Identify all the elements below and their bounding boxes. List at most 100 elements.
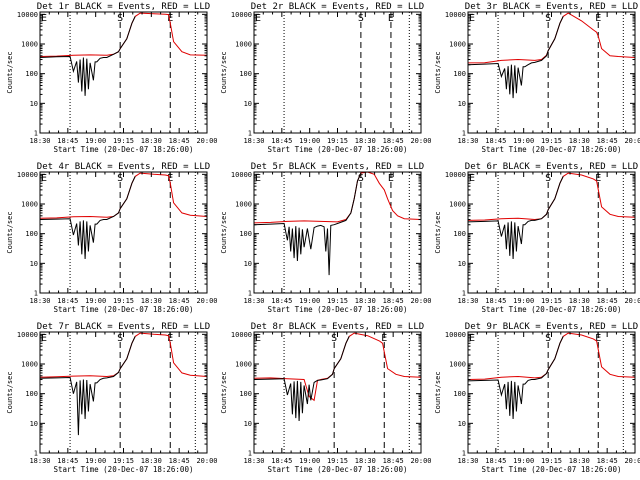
x-axis-label: Start Time (20-Dec-07 18:26:00) [54,465,194,474]
lld-series-line [39,12,208,57]
y-tick-label: 10000 [445,171,466,179]
chart-title: Det 5r BLACK = Events, RED = LLD [251,162,424,172]
y-tick-label: 10 [244,420,252,428]
lld-series-line [39,172,208,219]
y-tick-label: 1 [462,450,466,458]
y-tick-label: 10 [458,260,466,268]
events-series-line [253,336,350,422]
lld-series-line [253,332,422,402]
x-tick-label: 18:30 [29,457,50,465]
event-marker-label: E [388,173,394,184]
x-tick-label: 18:45 [485,137,506,145]
x-tick-label: 18:45 [383,137,404,145]
x-tick-label: 20:00 [196,137,217,145]
y-tick-label: 1 [34,450,38,458]
chart-title: Det 3r BLACK = Events, RED = LLD [465,2,638,12]
x-tick-label: 19:15 [541,297,562,305]
y-axis-label: Counts/sec [220,211,228,253]
plot-frame [39,171,208,294]
x-tick-label: 19:15 [327,137,348,145]
x-tick-label: 18:45 [271,297,292,305]
plot-frame [39,331,208,454]
x-tick-label: 18:30 [457,457,478,465]
x-tick-label: 19:15 [113,297,134,305]
x-tick-label: 20:00 [624,137,640,145]
y-tick-label: 10000 [231,331,252,339]
y-tick-label: 100 [239,70,252,78]
x-tick-label: 18:45 [383,297,404,305]
x-axis-label: Start Time (20-Dec-07 18:26:00) [54,145,194,154]
plot-frame [467,331,636,454]
lld-series-line [39,332,208,378]
x-tick-label: 18:45 [57,297,78,305]
event-marker-label: S [545,173,551,184]
event-marker-label: E [381,333,387,344]
plot-frame [253,331,422,454]
lld-series-line [467,332,636,380]
y-tick-label: 1000 [235,201,252,209]
y-tick-label: 100 [239,390,252,398]
plot-frame [253,11,422,134]
y-tick-label: 1000 [21,41,38,49]
y-tick-label: 10 [458,420,466,428]
lld-series-line [253,171,422,224]
x-tick-label: 20:00 [410,297,431,305]
event-marker-label: S [117,173,123,184]
x-tick-label: 18:45 [485,297,506,305]
plot-frame [39,11,208,134]
y-tick-label: 1000 [449,41,466,49]
y-tick-label: 100 [25,230,38,238]
x-tick-label: 18:30 [457,137,478,145]
y-tick-label: 100 [25,390,38,398]
y-tick-label: 1000 [21,361,38,369]
event-marker-label: E [41,13,47,24]
x-tick-label: 19:00 [513,297,534,305]
y-tick-label: 1000 [449,361,466,369]
events-series-line [467,176,564,260]
event-marker-label: E [255,333,261,344]
x-tick-label: 20:00 [196,457,217,465]
y-tick-label: 100 [453,390,466,398]
event-marker-label: E [167,173,173,184]
y-tick-label: 1 [34,130,38,138]
y-tick-label: 10000 [231,171,252,179]
lld-series-line [467,12,636,64]
x-tick-label: 19:00 [85,457,106,465]
plot-frame [467,171,636,294]
x-axis-label: Start Time (20-Dec-07 18:26:00) [268,465,408,474]
y-tick-label: 1 [248,290,252,298]
chart-title: Det 1r BLACK = Events, RED = LLD [37,2,210,12]
x-tick-label: 19:00 [85,297,106,305]
y-tick-label: 100 [453,230,466,238]
x-tick-label: 18:30 [569,137,590,145]
x-tick-label: 20:00 [624,297,640,305]
event-marker-label: S [545,333,551,344]
x-tick-label: 18:45 [169,457,190,465]
x-tick-label: 18:30 [141,457,162,465]
x-tick-label: 18:45 [57,137,78,145]
y-tick-label: 10000 [17,171,38,179]
y-tick-label: 100 [453,70,466,78]
event-marker-label: S [358,173,364,184]
y-tick-label: 10 [30,100,38,108]
y-tick-label: 10 [244,260,252,268]
lld-series-line [467,172,636,221]
x-axis-label: Start Time (20-Dec-07 18:26:00) [268,305,408,314]
y-tick-label: 1000 [449,201,466,209]
x-tick-label: 19:00 [513,137,534,145]
events-series-line [39,16,136,96]
x-tick-label: 18:30 [457,297,478,305]
event-marker-label: E [469,173,475,184]
chart-title: Det 8r BLACK = Events, RED = LLD [251,322,424,332]
x-tick-label: 18:45 [383,457,404,465]
y-axis-label: Counts/sec [434,371,442,413]
x-tick-label: 18:45 [597,457,618,465]
x-tick-label: 20:00 [410,457,431,465]
events-series-line [253,172,362,276]
